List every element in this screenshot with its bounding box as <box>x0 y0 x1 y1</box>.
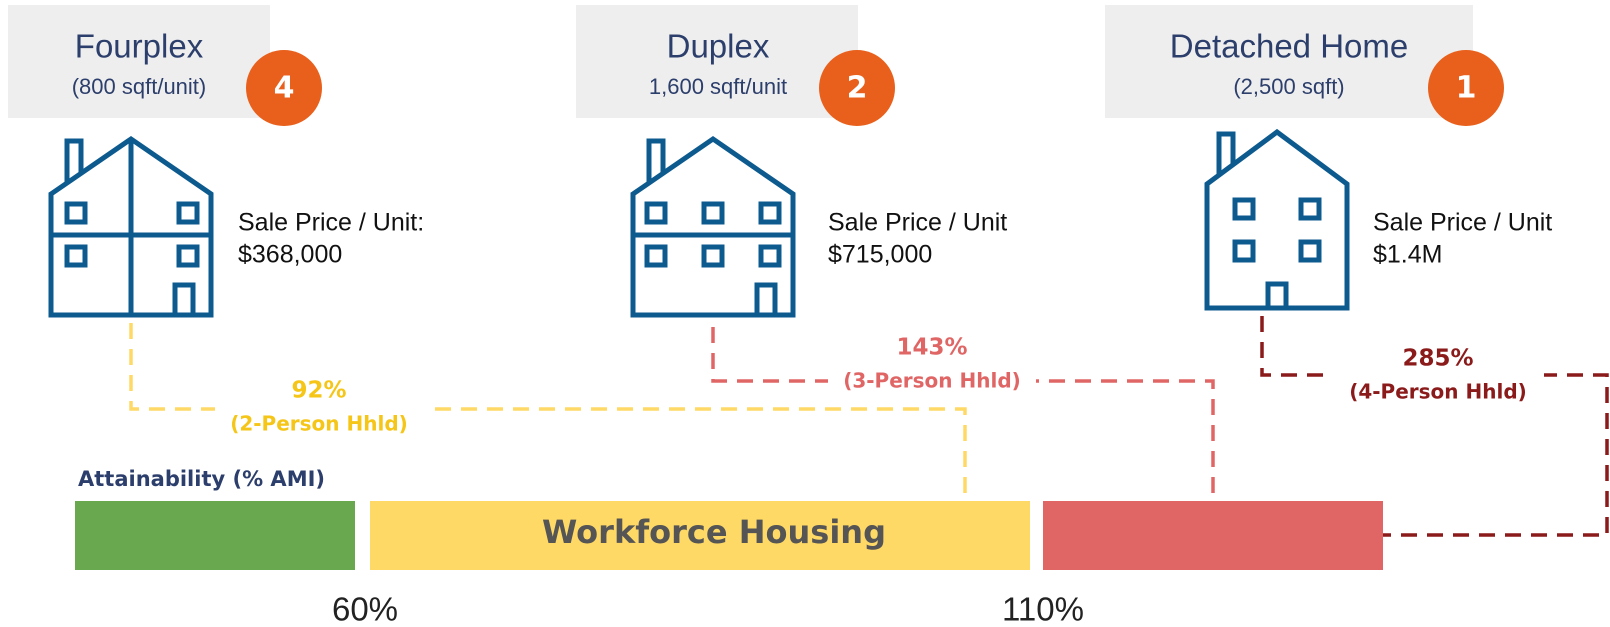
badge-number: 1 <box>1456 71 1477 106</box>
badge-number: 2 <box>847 71 868 106</box>
band-yellow <box>370 501 1030 570</box>
price-label: Sale Price / Unit <box>828 209 1007 237</box>
home-subtitle: 1,600 sqft/unit <box>649 74 787 99</box>
label-backdrop <box>215 372 425 440</box>
home-title: Duplex <box>667 28 770 65</box>
price-label: Sale Price / Unit <box>1373 209 1552 237</box>
home-subtitle: (800 sqft/unit) <box>72 74 207 99</box>
price: $368,000 <box>238 241 342 269</box>
price-label: Sale Price / Unit: <box>238 209 424 237</box>
duplex-icon <box>630 135 796 318</box>
connector <box>711 327 1215 501</box>
household: (4-Person Hhld) <box>1349 380 1527 404</box>
percent: 285% <box>1402 346 1473 372</box>
connector <box>129 323 967 498</box>
percent: 92% <box>291 378 346 404</box>
household: (3-Person Hhld) <box>843 369 1021 393</box>
home-title: Detached Home <box>1170 28 1408 65</box>
badge <box>246 50 322 126</box>
price: $715,000 <box>828 241 932 269</box>
label-backdrop <box>1332 341 1544 409</box>
header-box <box>1105 5 1473 118</box>
home-title: Fourplex <box>75 28 204 65</box>
detached-icon <box>1204 128 1350 311</box>
badge <box>819 50 895 126</box>
scale-tick: 60% <box>332 591 398 627</box>
household: (2-Person Hhld) <box>230 412 408 436</box>
band-red <box>1043 501 1383 570</box>
band-green <box>75 501 355 570</box>
percent: 143% <box>896 335 967 361</box>
scale-title: Attainability (% AMI) <box>78 467 325 491</box>
price: $1.4M <box>1373 241 1442 269</box>
header-box <box>8 5 270 118</box>
scale-tick: 110% <box>1002 591 1084 627</box>
badge <box>1428 50 1504 126</box>
fourplex-icon <box>48 135 214 318</box>
home-subtitle: (2,500 sqft) <box>1233 74 1344 99</box>
connector <box>1260 316 1609 537</box>
band-label: Workforce Housing <box>542 513 886 551</box>
header-box <box>576 5 858 118</box>
label-backdrop <box>828 330 1036 398</box>
badge-number: 4 <box>274 71 295 106</box>
